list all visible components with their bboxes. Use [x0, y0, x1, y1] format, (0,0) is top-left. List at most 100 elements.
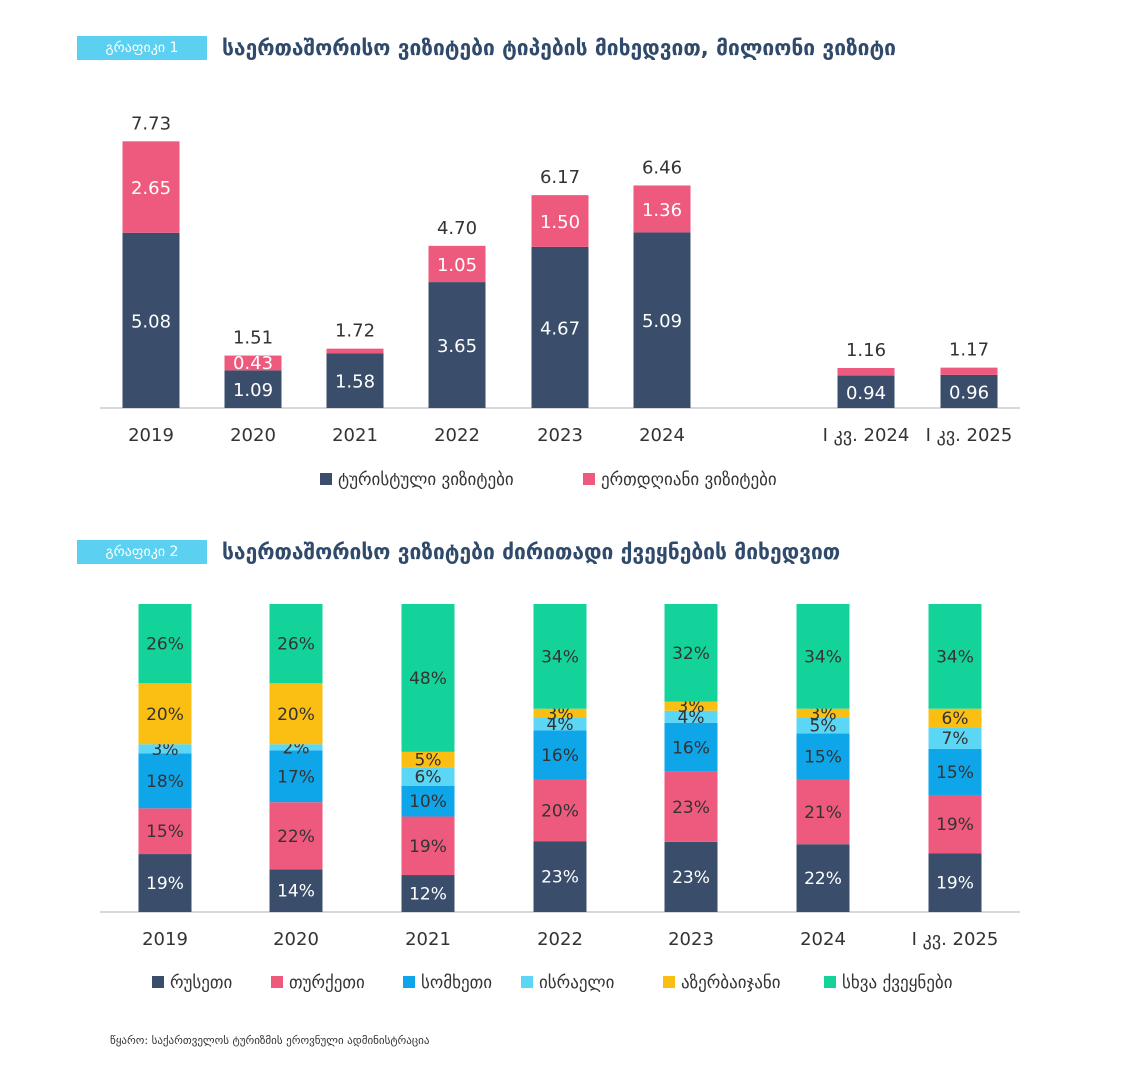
chart2-segment-label: 7% — [942, 729, 969, 749]
chart1-label-tourist: 0.96 — [949, 382, 989, 403]
chart2-bar-segment — [269, 744, 323, 751]
chart2-segment-label: 4% — [547, 715, 574, 735]
chart1-bar-tourist — [837, 375, 895, 408]
chart2-bar-segment — [928, 853, 982, 912]
chart1-total-label: 1.72 — [335, 321, 375, 342]
chart1-label-sameday: 2.65 — [131, 178, 171, 199]
chart1-label-tourist: 1.09 — [233, 380, 273, 401]
chart2-legend-swatch — [152, 976, 164, 988]
chart1-bar-sameday — [633, 185, 691, 233]
chart2-segment-label: 32% — [672, 644, 710, 664]
chart2-legend-swatch — [663, 976, 675, 988]
chart2-segment-label: 22% — [804, 869, 842, 889]
chart2-segment-label: 20% — [277, 705, 315, 725]
chart1-label-tourist: 5.09 — [642, 311, 682, 332]
chart2-legend-swatch — [271, 976, 283, 988]
chart2-bar-segment — [138, 808, 192, 855]
chart2-bar-segment — [401, 875, 455, 912]
chart2-segment-label: 5% — [810, 717, 837, 737]
chart2-legend-swatch — [521, 976, 533, 988]
chart1-total-label: 6.17 — [540, 167, 580, 188]
chart2-bar-segment — [928, 794, 982, 854]
chart2-x-tick: 2020 — [273, 929, 319, 950]
chart1-legend-label: ტურისტული ვიზიტები — [338, 470, 514, 490]
chart2-segment-label: 19% — [936, 874, 974, 894]
chart2-segment-label: 21% — [804, 803, 842, 823]
chart2-segment-label: 3% — [810, 704, 837, 724]
chart2-segment-label: 6% — [415, 767, 442, 787]
chart1-total-label: 1.16 — [846, 340, 886, 361]
chart2-x-tick: 2021 — [405, 929, 451, 950]
chart2-bar-segment — [138, 854, 192, 912]
chart2-legend-label: თურქეთი — [289, 973, 365, 993]
chart2-segment-label: 48% — [409, 669, 447, 689]
chart2-segment-label: 34% — [541, 647, 579, 667]
chart2-segment-label: 34% — [936, 647, 974, 667]
chart2-segment-label: 19% — [146, 874, 184, 894]
chart1-x-tick: I კვ. 2024 — [823, 425, 910, 446]
chart2-bar-segment — [796, 733, 850, 780]
chart2-bar-segment — [269, 802, 323, 870]
chart2-segment-label: 5% — [415, 751, 442, 771]
chart2-bar-segment — [533, 730, 587, 780]
chart2-bar-segment — [138, 753, 192, 809]
chart2-bar-segment — [269, 869, 323, 912]
chart1-x-tick: 2024 — [639, 425, 685, 446]
chart2-bar-segment — [928, 748, 982, 795]
chart1-x-tick: 2020 — [230, 425, 276, 446]
chart2-segment-label: 12% — [409, 885, 447, 905]
chart2-bar-segment — [401, 604, 455, 752]
chart2-segment-label: 23% — [672, 868, 710, 888]
chart2-segment-label: 6% — [942, 709, 969, 729]
chart2-bar-segment — [796, 708, 850, 718]
chart1-label-tourist: 5.08 — [131, 311, 171, 332]
chart1-label-sameday: 1.50 — [540, 212, 580, 233]
chart2-segment-label: 20% — [541, 801, 579, 821]
chart2-segment-label: 18% — [146, 772, 184, 792]
chart2-bar-segment — [928, 708, 982, 728]
chart1-bar-sameday — [531, 195, 589, 247]
chart2-bar-segment — [138, 744, 192, 754]
chart1-label-sameday: 1.36 — [642, 200, 682, 221]
chart1-label-sameday: 1.05 — [437, 255, 477, 276]
chart1-label-tourist: 0.94 — [846, 383, 886, 404]
chart1-title: საერთაშორისო ვიზიტები ტიპების მიხედვით, … — [222, 36, 897, 60]
chart2-bar-segment — [664, 701, 718, 711]
chart1-bar-sameday — [122, 141, 180, 233]
chart1-label-tourist: 3.65 — [437, 336, 477, 357]
chart1-label-sameday: 0.43 — [233, 353, 273, 374]
chart2-tag: გრაფიკი 2 — [77, 540, 207, 564]
chart2-title: საერთაშორისო ვიზიტები ძირითადი ქვეყნების… — [222, 540, 841, 564]
chart1-bar-tourist — [940, 374, 998, 408]
chart2-segment-label: 14% — [277, 882, 315, 902]
chart2-bar-segment — [533, 708, 587, 718]
chart1-bar-sameday — [224, 355, 282, 371]
chart1-label-tourist: 1.58 — [335, 372, 375, 393]
chart2-bar-segment — [401, 785, 455, 817]
chart2-segment-label: 16% — [541, 746, 579, 766]
chart2-bar-segment — [401, 816, 455, 876]
chart2-segment-label: 23% — [541, 868, 579, 888]
chart2-bar-segment — [533, 604, 587, 709]
chart1-bar-tourist — [224, 370, 282, 408]
chart1-bar-tourist — [428, 282, 486, 408]
chart1-bar-sameday — [837, 367, 895, 376]
chart2-segment-label: 20% — [146, 705, 184, 725]
chart2-bar-segment — [796, 717, 850, 734]
chart2-legend-label: აზერბაიჯანი — [681, 973, 781, 993]
chart1-bar-tourist — [122, 232, 180, 408]
chart1-total-label: 4.70 — [437, 218, 477, 239]
chart1-x-tick: 2019 — [128, 425, 174, 446]
chart1-total-label: 1.51 — [233, 328, 273, 349]
chart2-segment-label: 34% — [804, 647, 842, 667]
chart2-x-tick: 2023 — [668, 929, 714, 950]
chart2-segment-label: 19% — [936, 815, 974, 835]
chart2-bar-segment — [269, 750, 323, 803]
chart1-bar-sameday — [940, 367, 998, 375]
chart2-bar-segment — [796, 604, 850, 709]
chart2-segment-label: 17% — [277, 767, 315, 787]
chart2-x-tick: 2019 — [142, 929, 188, 950]
chart2-legend-label: რუსეთი — [170, 973, 232, 993]
chart2-legend-swatch — [403, 976, 415, 988]
